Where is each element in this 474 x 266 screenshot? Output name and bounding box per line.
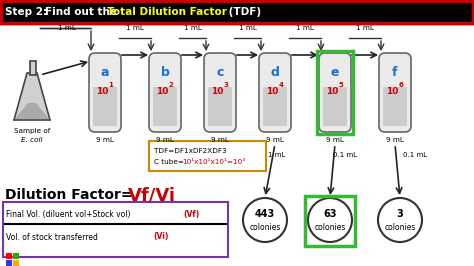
FancyBboxPatch shape (379, 53, 411, 132)
Text: 3: 3 (397, 209, 403, 219)
Bar (30, 61, 36, 75)
Circle shape (378, 198, 422, 242)
Bar (6, 253, 12, 259)
Text: C tube=: C tube= (154, 159, 184, 165)
Text: 443: 443 (255, 209, 275, 219)
Text: 9 mL: 9 mL (326, 137, 344, 143)
Bar (305, 196, 355, 246)
Bar (13, 253, 19, 259)
FancyBboxPatch shape (149, 141, 266, 171)
Text: Sample of: Sample of (14, 128, 50, 134)
Text: 9 mL: 9 mL (211, 137, 229, 143)
Text: 4: 4 (279, 82, 283, 88)
Text: Find out the: Find out the (45, 7, 120, 17)
Text: 10: 10 (326, 86, 338, 95)
Text: 10: 10 (266, 86, 278, 95)
Text: colonies: colonies (384, 223, 416, 232)
Text: 9 mL: 9 mL (386, 137, 404, 143)
FancyBboxPatch shape (89, 53, 121, 132)
Text: 9 mL: 9 mL (96, 137, 114, 143)
Bar (6, 260, 12, 266)
FancyBboxPatch shape (259, 53, 291, 132)
Text: (Vf): (Vf) (183, 210, 199, 218)
Bar (383, 87, 407, 126)
Text: d: d (271, 66, 280, 80)
Circle shape (243, 198, 287, 242)
Text: 0.1 mL: 0.1 mL (333, 152, 357, 158)
Bar (208, 87, 232, 126)
FancyBboxPatch shape (204, 53, 236, 132)
FancyBboxPatch shape (319, 53, 351, 132)
Bar (323, 87, 347, 126)
Bar (3, 202, 228, 257)
Text: b: b (161, 66, 169, 80)
Text: 10: 10 (156, 86, 168, 95)
Text: 1 mL: 1 mL (268, 152, 285, 158)
Text: e: e (331, 66, 339, 80)
Text: 63: 63 (323, 209, 337, 219)
Polygon shape (14, 73, 50, 120)
Text: 1: 1 (109, 82, 113, 88)
Text: Vol. of stock transferred: Vol. of stock transferred (6, 232, 100, 242)
Text: 10¹x10¹x10¹=10³: 10¹x10¹x10¹=10³ (182, 159, 245, 165)
Text: a: a (101, 66, 109, 80)
Text: 1 mL: 1 mL (58, 25, 76, 31)
Text: Dilution Factor=: Dilution Factor= (5, 188, 133, 202)
Bar (153, 87, 177, 126)
Text: 10: 10 (96, 86, 108, 95)
Text: TDF=DF1xDF2XDF3: TDF=DF1xDF2XDF3 (154, 148, 227, 154)
Bar (0, 0, 474, 24)
Text: 1 mL: 1 mL (183, 25, 201, 31)
Bar (263, 87, 287, 126)
Bar (1, 1, 473, 23)
Text: Vf/Vi: Vf/Vi (128, 186, 176, 204)
Text: 1 mL: 1 mL (126, 25, 144, 31)
Text: E. coli: E. coli (21, 137, 43, 143)
Text: Step 2:: Step 2: (5, 7, 51, 17)
Text: 1 mL: 1 mL (356, 25, 374, 31)
Text: colonies: colonies (249, 223, 281, 232)
Bar (317, 51, 353, 134)
Text: 9 mL: 9 mL (266, 137, 284, 143)
Text: Total Dilution Factor: Total Dilution Factor (107, 7, 227, 17)
Text: 1 mL: 1 mL (296, 25, 314, 31)
Text: 2: 2 (169, 82, 173, 88)
Text: 10: 10 (211, 86, 223, 95)
Text: 1 mL: 1 mL (238, 25, 256, 31)
Text: f: f (392, 66, 398, 80)
Text: Final Vol. (diluent vol+Stock vol): Final Vol. (diluent vol+Stock vol) (6, 210, 133, 218)
FancyBboxPatch shape (149, 53, 181, 132)
Text: colonies: colonies (314, 223, 346, 232)
Text: 9 mL: 9 mL (156, 137, 174, 143)
Text: 0.1 mL: 0.1 mL (403, 152, 427, 158)
Polygon shape (15, 103, 49, 119)
Circle shape (308, 198, 352, 242)
Text: c: c (216, 66, 224, 80)
Text: (TDF): (TDF) (225, 7, 261, 17)
Text: 6: 6 (399, 82, 403, 88)
Text: 5: 5 (338, 82, 343, 88)
Text: (Vi): (Vi) (153, 232, 168, 242)
Bar (93, 87, 117, 126)
Text: 3: 3 (224, 82, 228, 88)
Bar (13, 260, 19, 266)
Text: 10: 10 (386, 86, 398, 95)
